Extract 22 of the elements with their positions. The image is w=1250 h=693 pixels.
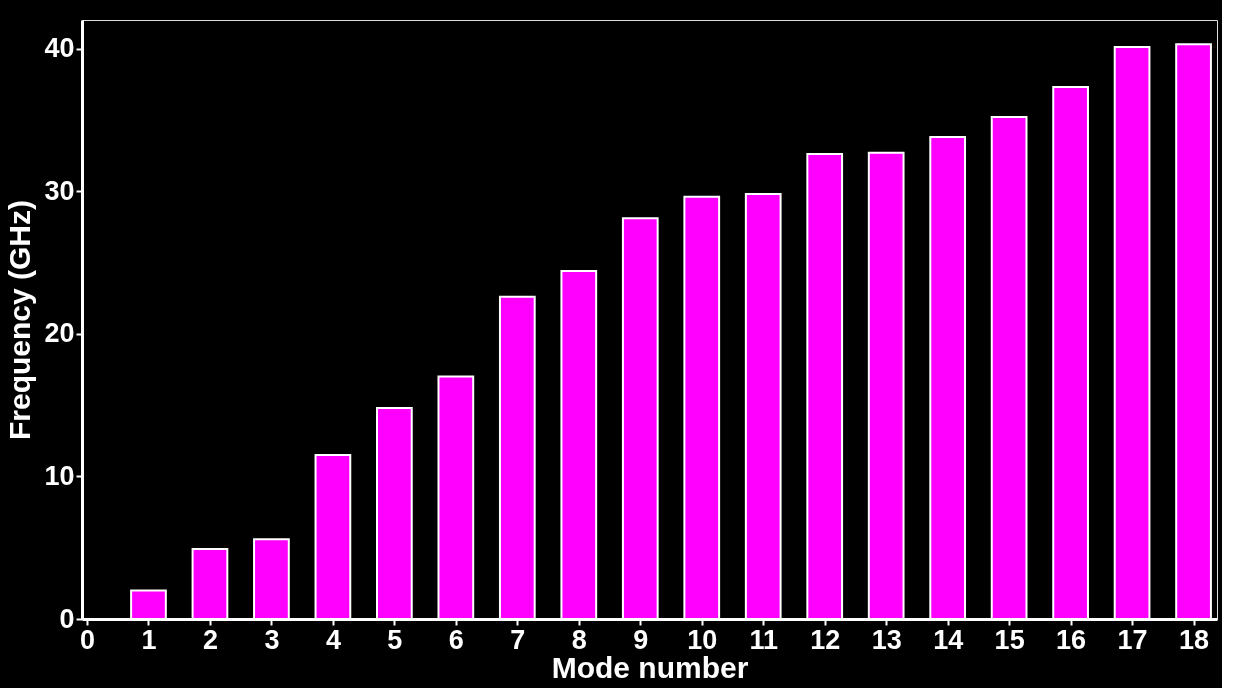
x-tick-label: 3	[264, 624, 280, 655]
x-tick-label: 16	[1056, 624, 1087, 655]
x-tick-label: 11	[749, 624, 778, 655]
y-axis-title: Frequency (GHz)	[3, 199, 37, 441]
x-tick-label: 5	[387, 624, 403, 655]
x-tick-label: 4	[325, 624, 341, 655]
x-tick-label: 7	[510, 624, 526, 655]
y-tick-label: 20	[44, 318, 75, 349]
x-tick-label: 14	[933, 624, 964, 655]
x-tick-label: 2	[202, 624, 218, 655]
x-tick-label: 6	[448, 624, 464, 655]
x-tick-label: 0	[79, 624, 96, 655]
x-tick-label: 15	[994, 624, 1025, 655]
x-tick-label: 18	[1179, 624, 1210, 655]
x-tick-label: 12	[810, 624, 841, 655]
y-tick-label: 0	[59, 603, 75, 634]
y-tick-label: 10	[44, 460, 75, 491]
x-tick-label: 17	[1117, 624, 1148, 655]
y-tick-label: 30	[44, 175, 75, 206]
x-tick-label: 13	[871, 624, 902, 655]
y-tick-label: 40	[44, 33, 75, 64]
x-tick-label: 1	[141, 624, 157, 655]
